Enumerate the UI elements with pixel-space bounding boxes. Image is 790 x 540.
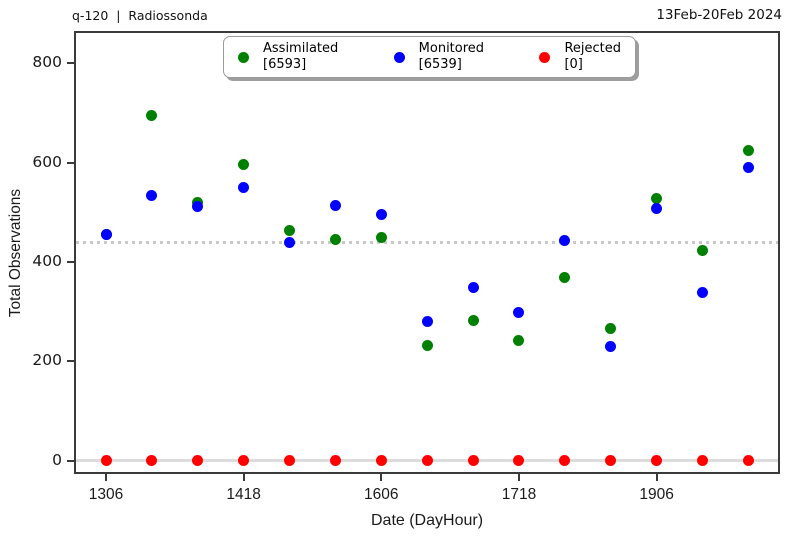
monitored-data-point [238, 182, 250, 194]
monitored-data-point [421, 316, 433, 328]
monitored-data-point [742, 161, 754, 173]
assimilated-data-point [146, 110, 158, 122]
assimilated-data-point [238, 158, 250, 170]
x-tick-label: 1606 [364, 486, 399, 503]
plot-border [74, 31, 780, 474]
chart-subtitle-left: q-120 | Radiossonda [72, 8, 208, 23]
monitored-data-point [513, 306, 525, 318]
legend-item-rejected: Rejected [0] [539, 41, 621, 73]
mean-reference-line [76, 240, 778, 244]
rejected-data-point [192, 455, 204, 467]
legend-series-count: [0] [564, 57, 583, 73]
assimilated-data-point [651, 193, 663, 205]
assimilated-data-point [697, 245, 708, 257]
rejected-data-point [284, 455, 296, 467]
y-tick-label: 600 [32, 152, 62, 171]
y-tick-label: 200 [32, 351, 62, 370]
monitored-data-point [467, 281, 479, 293]
x-tick-mark [655, 474, 658, 481]
y-tick-mark [67, 62, 74, 65]
rejected-data-point [697, 455, 708, 467]
rejected-marker-icon [539, 51, 551, 63]
plot-area: Assimilated [6593] Monitored [6539] Reject… [74, 31, 780, 474]
rejected-data-point [329, 455, 341, 467]
assimilated-data-point [513, 335, 525, 347]
rejected-data-point [467, 455, 479, 467]
x-tick-label: 1418 [226, 486, 261, 503]
x-tick-mark [105, 474, 107, 481]
legend-item-monitored: Monitored [6539] [393, 41, 484, 73]
rejected-data-point [421, 455, 433, 467]
legend: Assimilated [6593] Monitored [6539] Reject… [223, 36, 636, 79]
monitored-data-point [146, 189, 158, 201]
monitored-data-point [697, 286, 708, 298]
assimilated-data-point [329, 234, 341, 246]
x-tick-label: 1718 [501, 486, 537, 503]
y-tick-label: 400 [32, 252, 62, 271]
assimilated-data-point [284, 224, 296, 236]
assimilated-data-point [467, 315, 479, 327]
rejected-data-point [100, 455, 112, 467]
legend-series-name: Assimilated [263, 41, 339, 56]
x-axis-title: Date (DayHour) [370, 512, 484, 529]
rejected-data-point [559, 455, 571, 467]
y-tick-label: 800 [32, 53, 62, 72]
x-tick-mark [242, 474, 245, 481]
y-tick-mark [67, 360, 74, 363]
legend-series-name: Monitored [418, 41, 485, 56]
monitored-data-point [329, 200, 341, 212]
rejected-data-point [238, 455, 250, 467]
rejected-data-point [513, 455, 525, 467]
x-tick-mark [517, 474, 520, 481]
rejected-data-point [375, 455, 387, 467]
monitored-data-point [284, 236, 296, 248]
monitored-data-point [375, 209, 387, 221]
x-tick-label: 1306 [88, 486, 124, 503]
assimilated-marker-icon [238, 51, 249, 63]
x-tick-label: 1906 [639, 486, 674, 503]
y-tick-mark [67, 161, 74, 164]
legend-series-count: [6593] [263, 57, 307, 73]
rejected-data-point [651, 455, 663, 467]
monitored-data-point [100, 229, 112, 241]
legend-series-name: Rejected [564, 41, 621, 56]
legend-item-assimilated: Assimilated [6593] [238, 41, 338, 73]
assimilated-data-point [375, 231, 387, 243]
x-tick-mark [380, 474, 383, 481]
legend-label-rejected: Rejected [0] [564, 41, 621, 73]
assimilated-data-point [421, 340, 433, 351]
rejected-data-point [742, 455, 754, 467]
legend-label-assimilated: Assimilated [6593] [263, 41, 338, 73]
y-tick-mark [67, 261, 74, 264]
assimilated-data-point [742, 145, 754, 157]
y-tick-label: 0 [52, 450, 62, 469]
legend-series-count: [6539] [418, 57, 462, 73]
monitored-data-point [605, 340, 617, 352]
assimilated-data-point [559, 271, 571, 283]
monitored-data-point [651, 203, 663, 215]
date-range-label: 13Feb-20Feb 2024 [656, 7, 782, 23]
monitored-data-point [192, 200, 204, 212]
y-tick-mark [67, 459, 74, 462]
rejected-data-point [605, 455, 617, 467]
legend-label-monitored: Monitored [6539] [419, 41, 484, 73]
monitored-data-point [559, 234, 571, 246]
assimilated-data-point [605, 322, 617, 334]
rejected-data-point [146, 455, 158, 467]
monitored-marker-icon [393, 51, 405, 63]
